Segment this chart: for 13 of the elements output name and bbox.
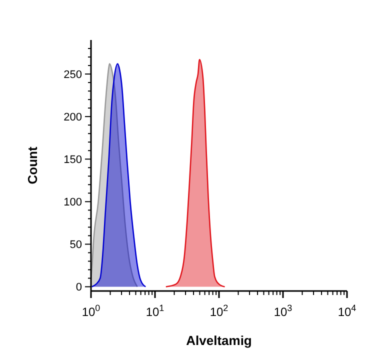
y-tick-label: 0	[76, 282, 82, 294]
y-axis-title: Count	[25, 146, 40, 184]
y-tick-label: 50	[70, 239, 82, 252]
x-tick-label: 10$^{2}$	[210, 303, 228, 319]
y-tick-label: 150	[64, 154, 82, 166]
x-tick-label: 10$^{1}$	[146, 303, 164, 319]
y-tick-label: 200	[64, 112, 82, 124]
x-tick-label: 10$^{0}$	[82, 303, 100, 319]
y-tick-label: 100	[64, 196, 82, 209]
x-axis-title: Alveltamig	[186, 333, 252, 348]
x-tick-label: 10$^{4}$	[338, 303, 356, 319]
x-tick-label: 10$^{3}$	[274, 303, 292, 319]
y-tick-label: 250	[64, 69, 82, 82]
